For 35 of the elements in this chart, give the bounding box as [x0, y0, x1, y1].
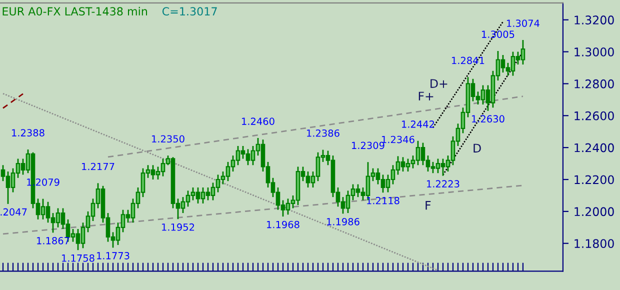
text: 1.2388	[12, 129, 44, 136]
text: 1.1758	[62, 254, 94, 262]
text: 1.2309	[352, 142, 384, 150]
series-label: D	[474, 144, 481, 152]
text: .2047	[0, 208, 27, 216]
text: 1.2386	[307, 129, 340, 137]
text: 1.2630	[472, 115, 504, 123]
text: 1.2350	[152, 135, 184, 143]
text: 1.1952	[162, 223, 194, 231]
y-tick-label: 1.1800	[574, 239, 614, 248]
text: 1.2346	[382, 136, 414, 144]
y-tick-label: 1.2800	[574, 79, 614, 88]
text: 1.1986	[327, 218, 360, 226]
text: 1.2223	[427, 180, 460, 188]
y-tick-label: 1.2000	[574, 207, 614, 216]
text: 1.3074	[507, 20, 540, 27]
series-label: F	[426, 201, 431, 210]
y-tick-label: 1.2200	[574, 175, 614, 184]
text: 1.2118	[367, 196, 400, 204]
text: 1.2442	[402, 120, 434, 128]
chart-subtitle: C=1.3017	[162, 7, 217, 16]
text: 1.1867	[37, 237, 70, 244]
y-tick-label: 1.3000	[574, 47, 614, 56]
text: 1.3005	[482, 30, 514, 38]
text: 1.2841	[452, 56, 484, 64]
text: 1.2177	[82, 162, 114, 170]
text: 1.2460	[242, 118, 274, 125]
y-tick-label: 1.2400	[574, 143, 614, 152]
y-tick-label: 1.2600	[574, 111, 614, 120]
series-label: F+	[418, 92, 434, 100]
text: 1.1773	[97, 252, 130, 260]
series-label: D+	[430, 79, 448, 88]
chart-title: EUR A0-FX LAST-1438 min	[2, 6, 148, 16]
text: 1.1968	[267, 220, 300, 228]
y-tick-label: 1.3200	[574, 16, 614, 24]
